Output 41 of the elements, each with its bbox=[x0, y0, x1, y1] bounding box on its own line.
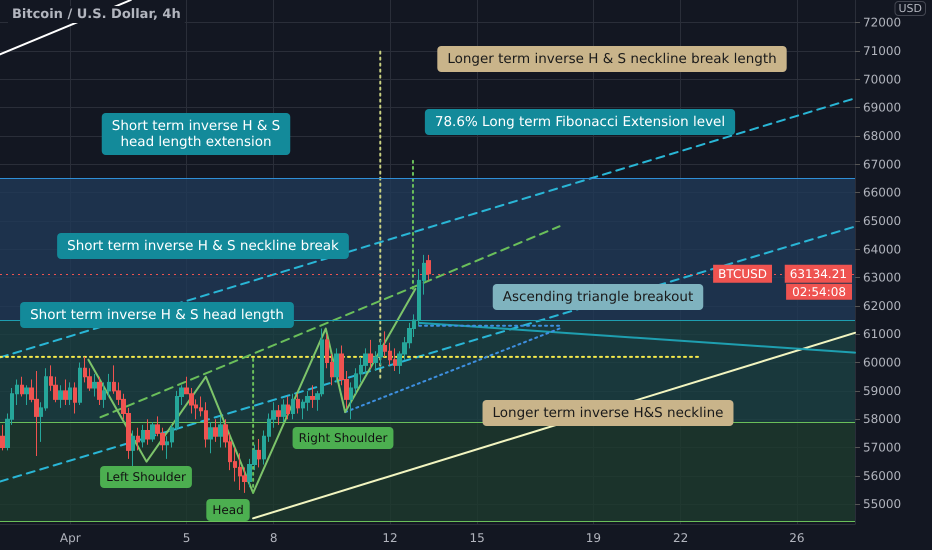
annotation: Longer term inverse H&S neckline bbox=[492, 405, 724, 421]
y-tick-label: 70000 bbox=[863, 72, 902, 86]
y-tick-label: 62000 bbox=[863, 298, 902, 313]
x-tick-label: 15 bbox=[470, 531, 485, 545]
annotation: BTCUSD bbox=[718, 266, 768, 281]
y-tick-label: 67000 bbox=[863, 157, 902, 172]
ref-line-label: 63134.21 bbox=[790, 266, 848, 281]
annotation: Right Shoulder bbox=[298, 431, 388, 445]
annotation: 02:54:08 bbox=[792, 284, 846, 299]
y-tick-label: 55000 bbox=[863, 497, 902, 512]
text: Bitcoin / U.S. Dollar, 4h bbox=[12, 7, 181, 22]
y-axis-title: USD bbox=[898, 2, 922, 15]
x-tick-label: Apr bbox=[60, 531, 81, 545]
y-tick-label: 65000 bbox=[863, 214, 902, 228]
x-tick-label: 12 bbox=[382, 531, 398, 545]
y-tick-label: 60000 bbox=[863, 356, 902, 370]
annotation: Short term inverse H & S head length extension bbox=[112, 118, 280, 150]
y-tick-label: 66000 bbox=[863, 186, 902, 200]
x-tick-label: 22 bbox=[672, 531, 688, 545]
x-tick-label: 8 bbox=[270, 531, 278, 545]
annotation: Head bbox=[212, 503, 244, 517]
y-tick-label: 72000 bbox=[863, 16, 902, 30]
y-tick-label: 56000 bbox=[863, 468, 902, 483]
y-tick-label: 59000 bbox=[863, 384, 902, 398]
y-tick-label: 61000 bbox=[863, 327, 902, 342]
annotation: Longer term inverse H & S neckline break length bbox=[447, 51, 777, 67]
annotation: Ascending triangle breakout bbox=[502, 289, 694, 305]
y-tick-label: 58000 bbox=[863, 412, 902, 426]
y-tick-label: 63000 bbox=[863, 270, 902, 285]
x-tick-label: 19 bbox=[586, 531, 602, 545]
y-tick-label: 57000 bbox=[863, 440, 902, 455]
annotation: Short term inverse H & S head length bbox=[30, 307, 284, 323]
y-tick-label: 64000 bbox=[863, 242, 902, 256]
annotation: Short term inverse H & S neckline break bbox=[67, 238, 340, 254]
y-tick-label: 68000 bbox=[863, 128, 902, 143]
y-tick-label: 69000 bbox=[863, 100, 902, 115]
x-tick-label: 5 bbox=[182, 531, 190, 545]
annotation: Left Shoulder bbox=[106, 470, 186, 484]
y-tick-label: 71000 bbox=[863, 44, 902, 58]
x-tick-label: 26 bbox=[789, 531, 805, 545]
annotation: 78.6% Long term Fibonacci Extension level bbox=[434, 114, 726, 130]
